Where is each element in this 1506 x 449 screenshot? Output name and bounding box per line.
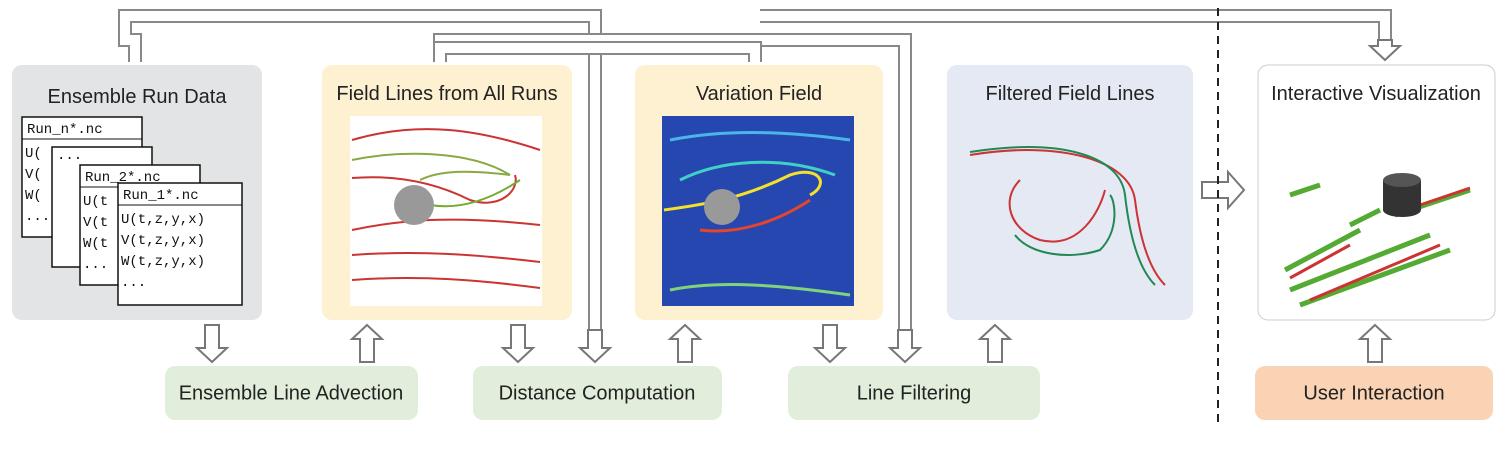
file-line: W( [25, 188, 42, 204]
file-line: V(t [83, 215, 108, 231]
file-line: W(t [83, 236, 108, 252]
process-label: User Interaction [1303, 382, 1444, 404]
flow-arrow [812, 324, 848, 364]
file-name: Run_1*.nc [123, 188, 199, 204]
flow-arrow [349, 323, 385, 363]
flow-arrow [1201, 169, 1246, 211]
process-box [165, 366, 418, 420]
file-name: ... [57, 148, 82, 164]
file-line: ... [83, 257, 108, 273]
variation-field-image [662, 116, 854, 306]
process-box [788, 366, 1040, 420]
panel-title: Interactive Visualization [1271, 83, 1481, 105]
flow-arrow [194, 324, 230, 364]
panel-title: Ensemble Run Data [48, 86, 228, 108]
flow-arrow [1357, 323, 1393, 363]
flow-arrow [977, 323, 1013, 363]
panel [947, 65, 1193, 320]
flow-arrow [887, 329, 923, 364]
file-line: ... [121, 275, 146, 291]
process-label: Ensemble Line Advection [179, 382, 404, 404]
flow-arrow [500, 324, 536, 364]
flow-arrow [577, 329, 613, 364]
file-line: U( [25, 146, 42, 162]
field-lines-image [350, 116, 542, 306]
process-box [473, 366, 722, 420]
process-label: Distance Computation [499, 382, 696, 404]
file-cards: Run_n*.ncU(V(W(......Run_2*.ncU(tV(tW(t.… [21, 116, 243, 306]
pipe-inner [120, 11, 600, 345]
flow-arrow [667, 323, 703, 363]
file-line: W(t,z,y,x) [121, 254, 205, 270]
3d-view-image [1283, 173, 1471, 308]
file-line: V( [25, 167, 42, 183]
file-line: U(t,z,y,x) [121, 212, 205, 228]
file-line: ... [25, 209, 50, 225]
panel-title: Filtered Field Lines [986, 83, 1155, 105]
file-line: U(t [83, 194, 108, 210]
filtered-lines-image [969, 146, 1166, 286]
panel-title: Field Lines from All Runs [336, 83, 557, 105]
arrows [194, 39, 1403, 364]
connector-pipes [118, 9, 1392, 345]
file-line: V(t,z,y,x) [121, 233, 205, 249]
flow-arrow [1367, 39, 1403, 62]
file-card [117, 182, 243, 306]
panel-title: Variation Field [696, 83, 822, 105]
pipe-inner [760, 11, 1390, 42]
process-box [1255, 366, 1493, 420]
pipe-inner [435, 43, 760, 62]
file-name: Run_n*.nc [27, 122, 103, 138]
process-label: Line Filtering [857, 382, 972, 404]
file-name: Run_2*.nc [85, 170, 161, 186]
